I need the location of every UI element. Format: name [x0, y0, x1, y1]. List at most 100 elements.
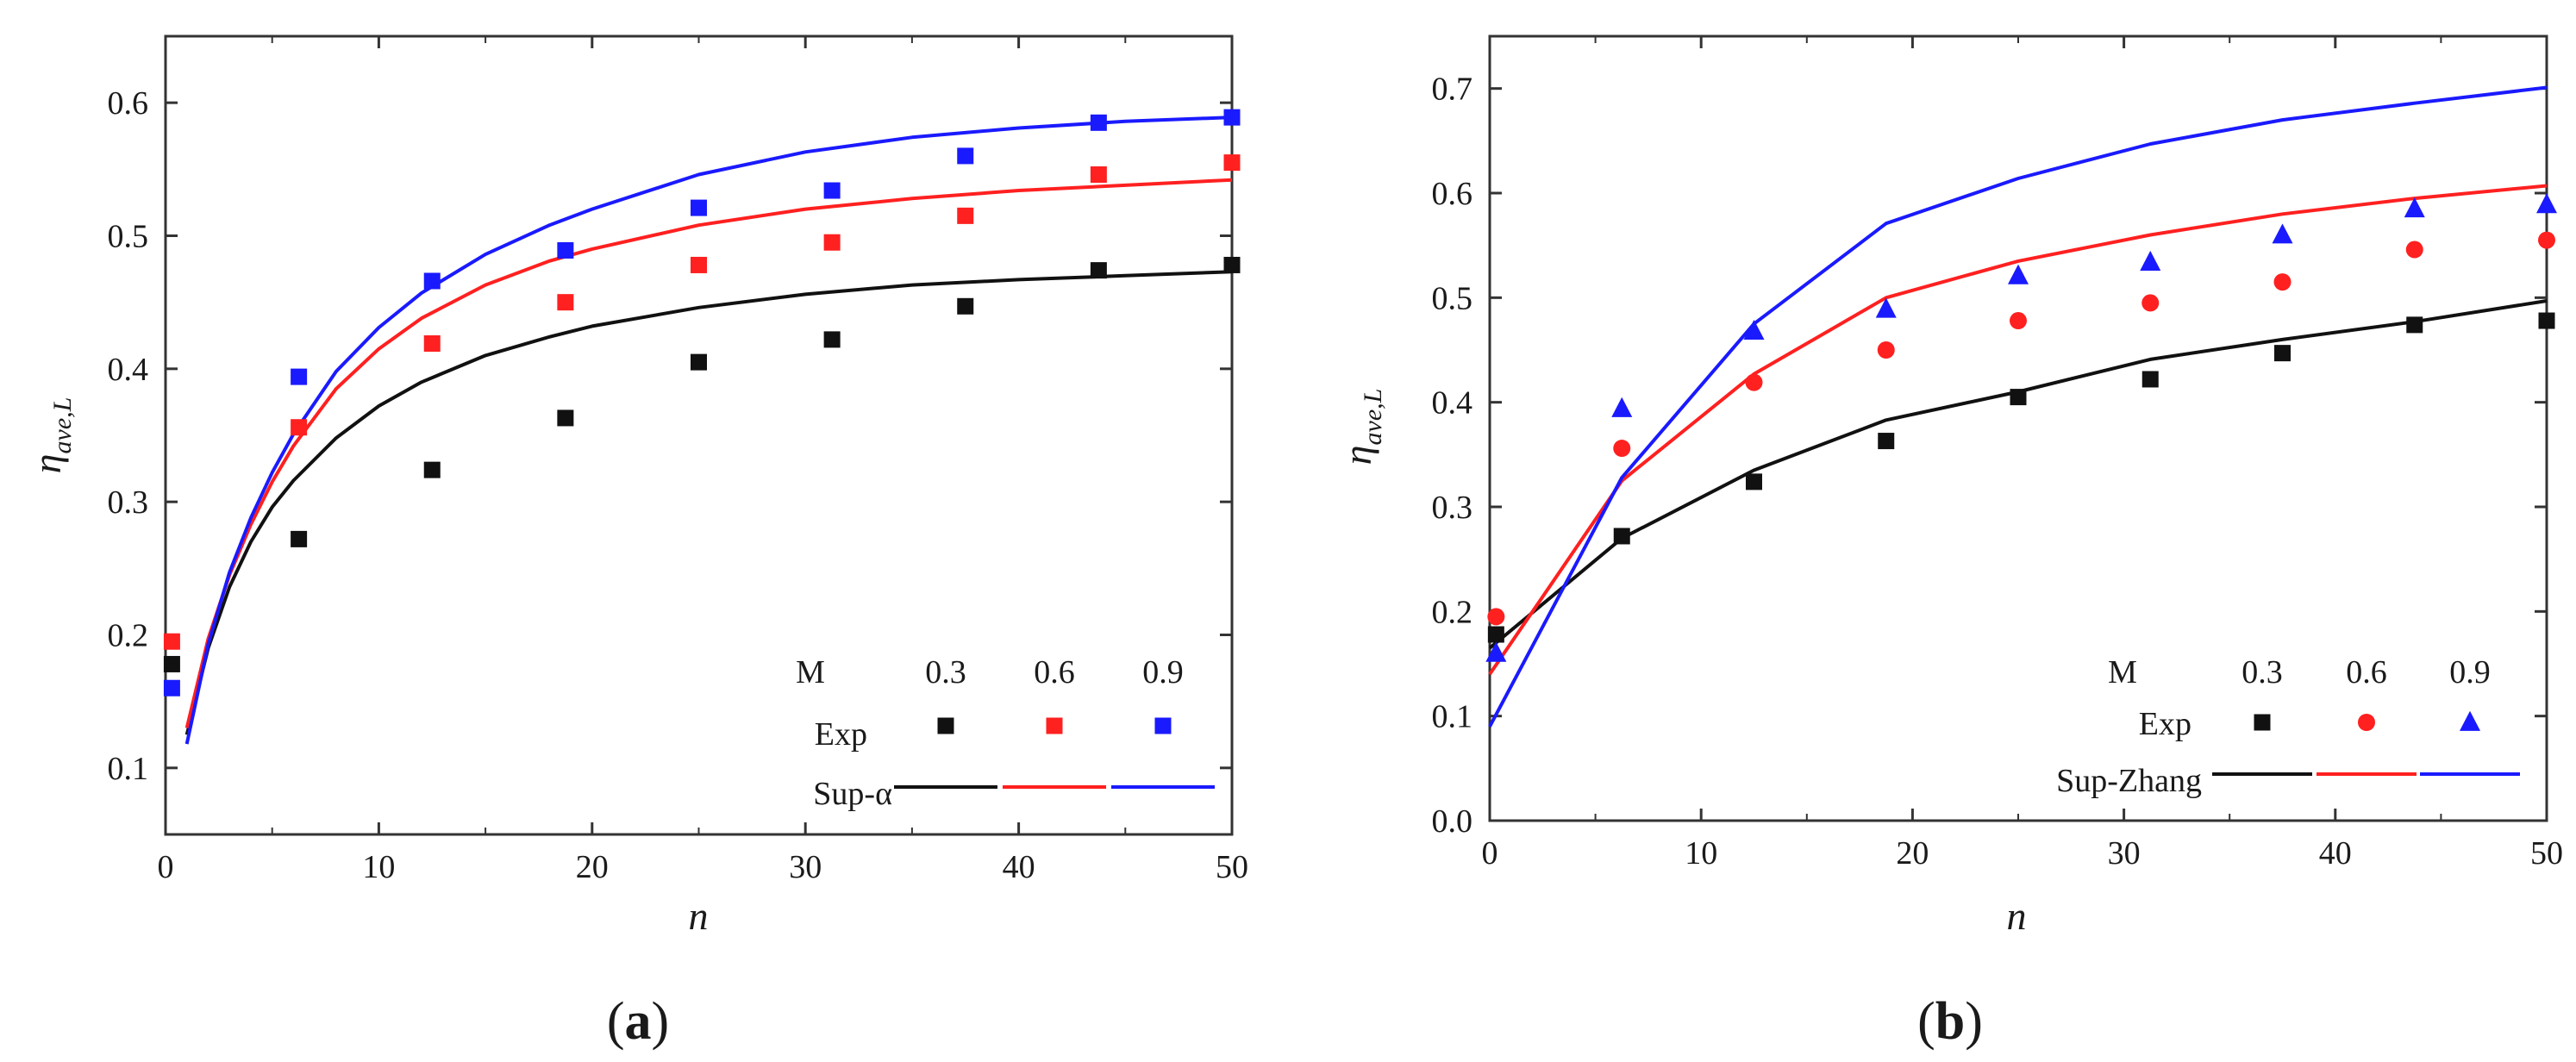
marker-a-0-3 — [557, 409, 574, 427]
y-tick-label-a-5: 0.6 — [108, 85, 149, 122]
marker-a-1-8 — [1223, 154, 1241, 172]
y-axis-title-a: ηave,L — [25, 397, 77, 474]
marker-a-1-3 — [557, 294, 574, 311]
marker-a-1-7 — [1090, 166, 1107, 184]
tick-labels-b: 0 10 20 30 40 50 0.0 0.1 0.2 0.3 0.4 0.5 0.6 0.7 — [1432, 72, 2564, 871]
panel-label-letter-a: a — [625, 992, 652, 1051]
marker-b-1-4 — [2010, 312, 2027, 330]
marker-b-2-7 — [2404, 197, 2425, 218]
x-tick-label-a-3: 30 — [789, 849, 822, 885]
x-axis-title-b: n — [2007, 894, 2027, 938]
legend-a: M 0.3 0.6 0.9 Exp Sup-α — [796, 654, 1215, 812]
marker-a-0-6 — [957, 297, 974, 315]
marker-b-2-8 — [2536, 193, 2557, 214]
x-tick-label-a-4: 40 — [1003, 849, 1035, 885]
marker-a-0-2 — [423, 461, 441, 478]
legend-m-value-1-a: 0.6 — [1034, 654, 1075, 690]
x-tick-label-a-5: 50 — [1216, 849, 1248, 885]
panel-label-b: (b) — [1917, 992, 1983, 1051]
marker-b-1-6 — [2273, 273, 2292, 291]
y-tick-label-b-2: 0.2 — [1432, 594, 1473, 630]
marker-b-2-6 — [2272, 223, 2293, 244]
y-tick-label-b-4: 0.4 — [1432, 385, 1473, 422]
marker-a-0-0 — [163, 655, 180, 672]
marker-b-0-5 — [2141, 371, 2159, 388]
marker-a-1-6 — [957, 207, 974, 224]
marker-a-2-4 — [691, 199, 707, 216]
marker-b-2-1 — [1611, 397, 1633, 417]
y-tick-label-a-0: 0.1 — [108, 751, 149, 787]
marker-b-0-6 — [2274, 345, 2291, 362]
legend-exp-label-a: Exp — [815, 716, 867, 753]
x-tick-label-b-0: 0 — [1482, 835, 1498, 871]
marker-a-0-5 — [823, 331, 841, 348]
chart-panel-b: 0 10 20 30 40 50 0.0 0.1 0.2 0.3 0.4 0.5 0.6 0.7 n ηa… — [1335, 34, 2564, 1051]
x-tick-label-a-1: 10 — [362, 849, 395, 885]
legend-marker-b-2 — [2460, 710, 2480, 731]
legend-sup-label-b: Sup-Zhang — [2056, 763, 2202, 799]
legend-marker-a-0 — [937, 717, 954, 734]
x-tick-label-b-5: 50 — [2530, 835, 2563, 871]
legend-m-value-2-b: 0.9 — [2449, 654, 2491, 690]
marker-b-2-0 — [1485, 641, 1507, 662]
legend-m-value-0-b: 0.3 — [2241, 654, 2283, 690]
y-tick-label-b-0: 0.0 — [1432, 803, 1473, 840]
marker-a-1-5 — [823, 234, 841, 251]
panel-label-letter-b: b — [1935, 992, 1965, 1051]
marker-a-2-8 — [1223, 109, 1241, 126]
legend-header-a: M — [796, 654, 825, 690]
panel-label-a: (a) — [607, 992, 669, 1051]
marker-b-2-3 — [1875, 297, 1897, 318]
x-tick-label-a-2: 20 — [576, 849, 609, 885]
legend-m-value-1-b: 0.6 — [2346, 654, 2387, 690]
y-tick-label-b-3: 0.3 — [1432, 490, 1473, 526]
marker-a-2-0 — [163, 679, 180, 697]
marker-b-0-4 — [2010, 389, 2027, 406]
line-series-b-1 — [1488, 184, 2548, 676]
y-axis-subscript-a: ave,L — [48, 397, 77, 454]
x-tick-label-b-4: 40 — [2319, 835, 2352, 871]
marker-b-0-7 — [2406, 316, 2423, 334]
marker-a-1-4 — [691, 256, 707, 273]
marker-a-0-1 — [291, 530, 308, 547]
y-axis-symbol-b: η — [1335, 446, 1379, 465]
legend-m-value-0-a: 0.3 — [925, 654, 966, 690]
y-tick-label-a-1: 0.2 — [108, 618, 149, 654]
y-axis-title-b: ηave,L — [1335, 389, 1387, 465]
marker-a-1-0 — [163, 633, 180, 650]
x-tick-label-a-0: 0 — [158, 849, 174, 885]
legend-m-value-2-a: 0.9 — [1142, 654, 1184, 690]
legend-exp-label-b: Exp — [2139, 706, 2191, 742]
marker-a-2-3 — [557, 241, 574, 259]
y-axis-symbol-a: η — [25, 454, 69, 474]
tick-labels-a: 0 10 20 30 40 50 0.1 0.2 0.3 0.4 0.5 0.6 — [108, 85, 1249, 885]
marker-b-1-1 — [1613, 440, 1631, 458]
marker-b-2-4 — [2008, 264, 2029, 284]
line-series-a-2 — [184, 116, 1233, 745]
markers-b — [1485, 193, 2557, 662]
chart-panel-a: 0 10 20 30 40 50 0.1 0.2 0.3 0.4 0.5 0.6 n ηave,L M… — [25, 34, 1249, 1051]
lines-a — [184, 116, 1233, 745]
y-tick-label-b-1: 0.1 — [1432, 699, 1473, 735]
marker-a-0-7 — [1090, 262, 1107, 279]
x-tick-label-b-1: 10 — [1685, 835, 1717, 871]
marker-b-1-0 — [1487, 608, 1505, 626]
marker-b-0-0 — [1487, 626, 1504, 643]
legend-marker-a-2 — [1154, 717, 1172, 734]
marker-b-1-5 — [2141, 294, 2160, 312]
y-tick-label-b-5: 0.5 — [1432, 280, 1473, 316]
y-tick-label-a-3: 0.4 — [108, 352, 149, 388]
marker-a-2-6 — [957, 147, 974, 165]
tick-marks-a — [164, 36, 1234, 834]
markers-a — [163, 109, 1241, 697]
y-tick-label-b-7: 0.7 — [1432, 72, 1473, 108]
marker-b-2-2 — [1743, 319, 1765, 340]
marker-a-2-1 — [291, 368, 308, 385]
line-series-b-2 — [1488, 85, 2548, 728]
y-tick-label-a-4: 0.5 — [108, 219, 149, 255]
marker-b-2-5 — [2140, 250, 2161, 271]
legend-marker-a-1 — [1046, 717, 1063, 734]
marker-a-0-8 — [1223, 256, 1241, 273]
marker-b-0-3 — [1878, 433, 1895, 450]
